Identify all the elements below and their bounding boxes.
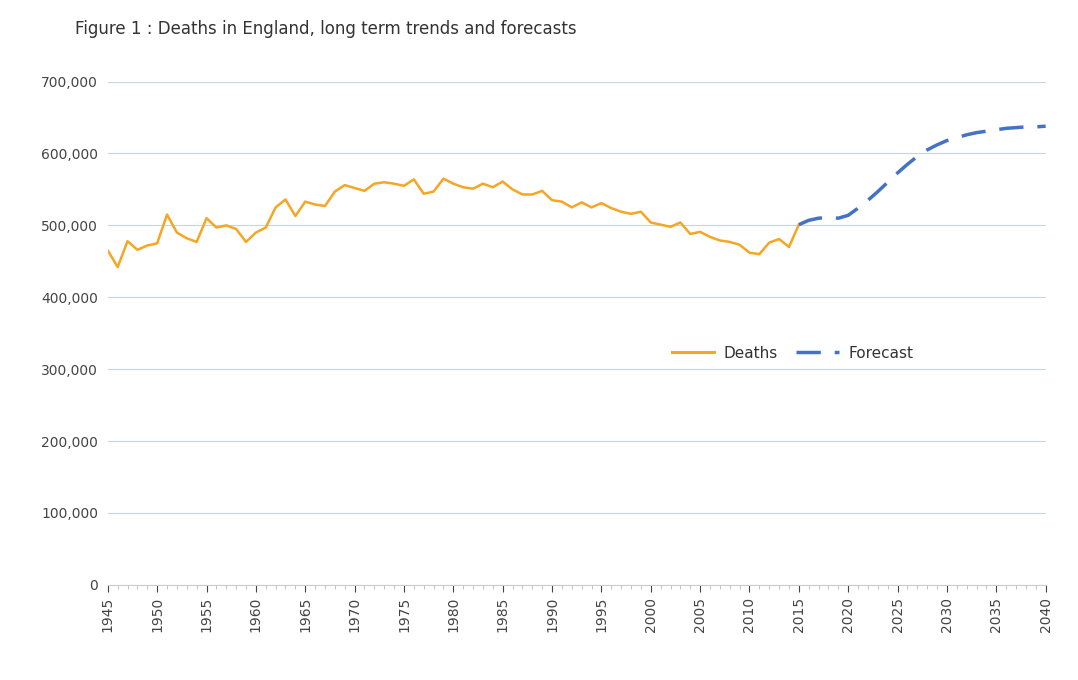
Forecast xyxy=(892,169,904,177)
Deaths xyxy=(130,245,143,254)
Forecast xyxy=(970,129,983,137)
Forecast xyxy=(951,133,964,141)
Forecast xyxy=(792,220,805,228)
Legend: Deaths, Forecast: Deaths, Forecast xyxy=(665,340,920,367)
Forecast xyxy=(842,211,855,220)
Forecast xyxy=(940,137,953,145)
Deaths xyxy=(536,187,549,195)
Forecast xyxy=(1020,123,1033,131)
Forecast xyxy=(960,131,973,139)
Forecast xyxy=(881,178,894,186)
Deaths xyxy=(437,175,450,183)
Line: Deaths: Deaths xyxy=(108,179,799,267)
Forecast xyxy=(999,124,1012,133)
Forecast xyxy=(802,216,815,224)
Deaths xyxy=(792,220,805,228)
Forecast xyxy=(980,127,993,135)
Forecast xyxy=(832,214,845,222)
Forecast xyxy=(911,152,924,160)
Deaths xyxy=(743,249,756,257)
Forecast xyxy=(921,146,934,154)
Forecast xyxy=(990,126,1003,134)
Deaths xyxy=(210,224,223,232)
Forecast xyxy=(1029,123,1042,131)
Forecast xyxy=(812,214,825,222)
Forecast xyxy=(823,214,835,222)
Text: Figure 1 : Deaths in England, long term trends and forecasts: Figure 1 : Deaths in England, long term … xyxy=(75,20,577,38)
Deaths xyxy=(111,263,124,271)
Forecast xyxy=(871,188,884,196)
Deaths xyxy=(773,235,786,243)
Forecast xyxy=(901,160,914,169)
Line: Forecast: Forecast xyxy=(799,126,1046,224)
Forecast xyxy=(861,196,874,204)
Deaths xyxy=(101,246,114,254)
Forecast xyxy=(852,204,865,212)
Forecast xyxy=(930,141,943,149)
Forecast xyxy=(1010,124,1023,132)
Deaths xyxy=(457,183,470,191)
Forecast xyxy=(1039,122,1052,131)
